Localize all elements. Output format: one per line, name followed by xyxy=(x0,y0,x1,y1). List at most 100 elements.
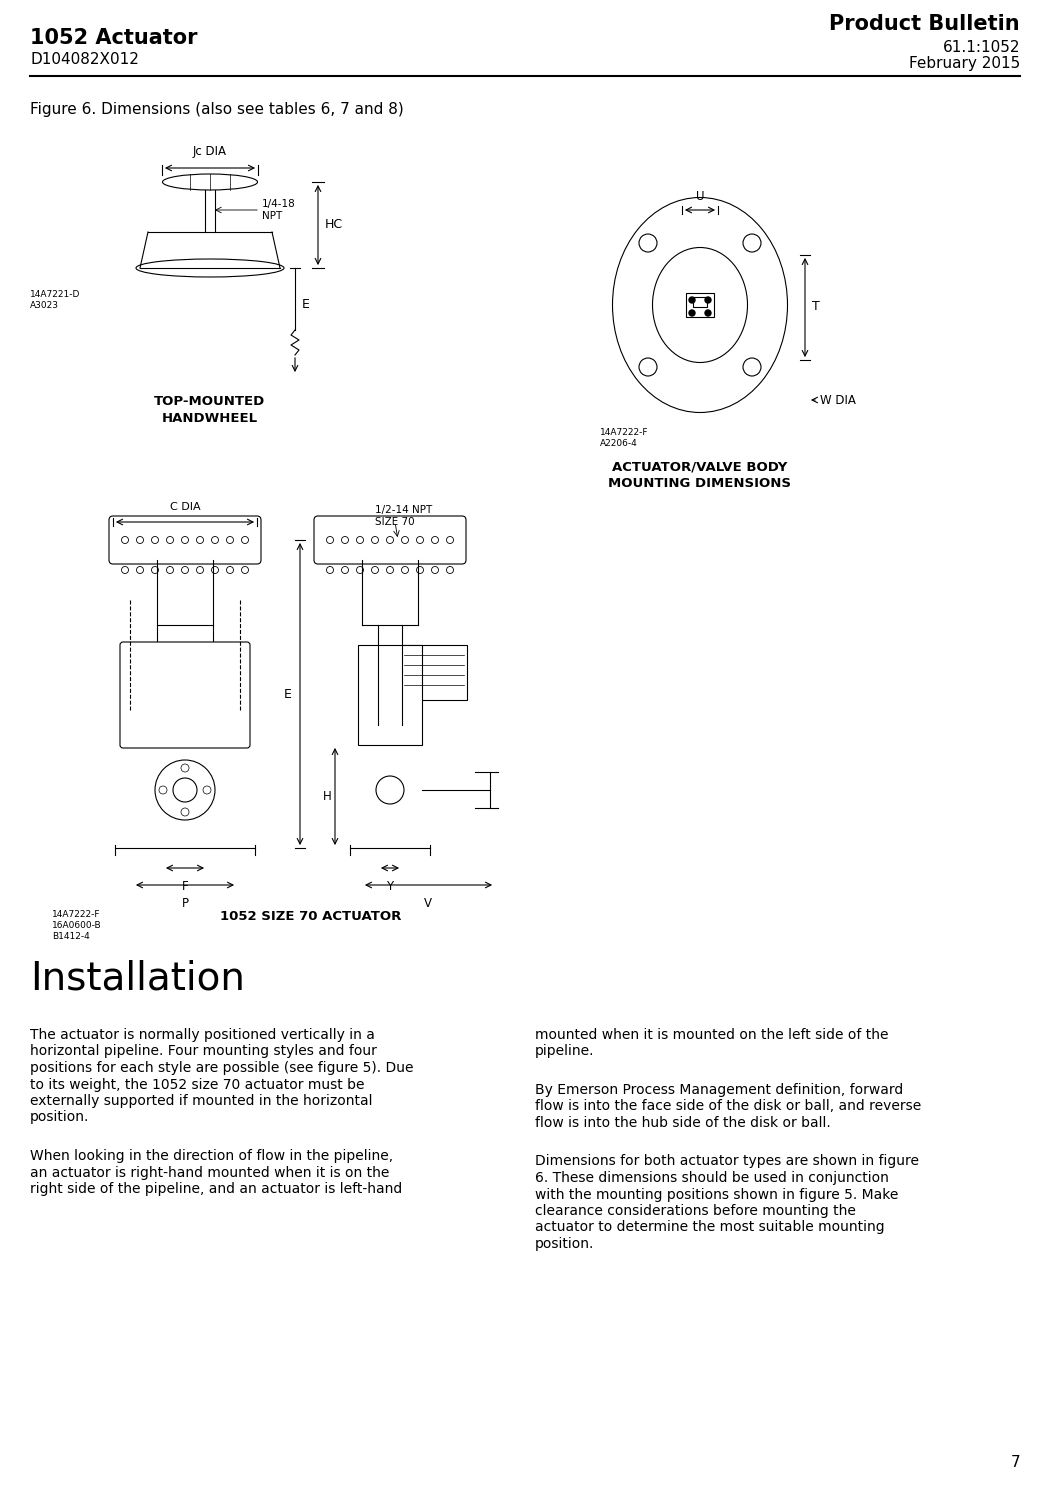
Text: By Emerson Process Management definition, forward: By Emerson Process Management definition… xyxy=(534,1083,903,1097)
Text: Installation: Installation xyxy=(30,961,245,998)
Circle shape xyxy=(155,760,215,819)
Text: clearance considerations before mounting the: clearance considerations before mounting… xyxy=(534,1204,856,1218)
Circle shape xyxy=(327,537,333,544)
Text: 14A7222-F
16A0600-B
B1412-4: 14A7222-F 16A0600-B B1412-4 xyxy=(52,910,102,941)
FancyBboxPatch shape xyxy=(109,516,261,564)
Circle shape xyxy=(122,567,129,574)
Text: Y: Y xyxy=(387,880,394,894)
Text: The actuator is normally positioned vertically in a: The actuator is normally positioned vert… xyxy=(30,1028,375,1042)
Circle shape xyxy=(197,537,203,544)
Text: HC: HC xyxy=(325,219,343,232)
Text: When looking in the direction of flow in the pipeline,: When looking in the direction of flow in… xyxy=(30,1149,393,1163)
Text: position.: position. xyxy=(30,1111,89,1124)
Text: U: U xyxy=(696,190,704,204)
Bar xyxy=(157,625,213,654)
Circle shape xyxy=(639,358,657,376)
Text: mounted when it is mounted on the left side of the: mounted when it is mounted on the left s… xyxy=(534,1028,889,1042)
Text: externally supported if mounted in the horizontal: externally supported if mounted in the h… xyxy=(30,1094,372,1108)
Circle shape xyxy=(173,778,197,801)
FancyBboxPatch shape xyxy=(314,516,466,564)
Circle shape xyxy=(371,567,378,574)
Text: flow is into the hub side of the disk or ball.: flow is into the hub side of the disk or… xyxy=(534,1117,831,1130)
Text: right side of the pipeline, and an actuator is left-hand: right side of the pipeline, and an actua… xyxy=(30,1182,402,1196)
Bar xyxy=(686,293,714,317)
Text: E: E xyxy=(302,297,310,311)
Text: 6. These dimensions should be used in conjunction: 6. These dimensions should be used in co… xyxy=(534,1170,889,1185)
Text: February 2015: February 2015 xyxy=(909,57,1020,71)
Text: E: E xyxy=(284,687,292,700)
Circle shape xyxy=(181,567,189,574)
Text: C DIA: C DIA xyxy=(170,503,200,512)
Circle shape xyxy=(416,567,423,574)
Circle shape xyxy=(401,567,409,574)
Circle shape xyxy=(241,537,248,544)
Text: Dimensions for both actuator types are shown in figure: Dimensions for both actuator types are s… xyxy=(534,1154,919,1169)
Circle shape xyxy=(387,567,393,574)
Circle shape xyxy=(639,233,657,251)
Text: 61.1:1052: 61.1:1052 xyxy=(942,40,1020,55)
Circle shape xyxy=(446,567,454,574)
Bar xyxy=(402,645,467,700)
Text: 1/4-18
NPT: 1/4-18 NPT xyxy=(262,199,296,220)
Text: 7: 7 xyxy=(1010,1454,1020,1471)
Text: T: T xyxy=(812,300,820,314)
Circle shape xyxy=(181,764,189,772)
Text: W DIA: W DIA xyxy=(820,394,856,406)
Text: Jc DIA: Jc DIA xyxy=(193,146,227,158)
Circle shape xyxy=(136,537,144,544)
Circle shape xyxy=(197,567,203,574)
Circle shape xyxy=(371,537,378,544)
Text: 1052 SIZE 70 ACTUATOR: 1052 SIZE 70 ACTUATOR xyxy=(220,910,401,923)
Ellipse shape xyxy=(162,174,258,190)
Text: F: F xyxy=(181,880,189,894)
Circle shape xyxy=(401,537,409,544)
Circle shape xyxy=(327,567,333,574)
Text: actuator to determine the most suitable mounting: actuator to determine the most suitable … xyxy=(534,1221,885,1234)
Circle shape xyxy=(689,297,695,303)
Text: 14A7221-D
A3023: 14A7221-D A3023 xyxy=(30,290,81,311)
Circle shape xyxy=(152,567,158,574)
Text: Product Bulletin: Product Bulletin xyxy=(829,13,1020,34)
Text: V: V xyxy=(424,897,432,910)
Circle shape xyxy=(376,776,403,804)
Text: pipeline.: pipeline. xyxy=(534,1044,594,1059)
Circle shape xyxy=(356,537,364,544)
Text: Figure 6. Dimensions (also see tables 6, 7 and 8): Figure 6. Dimensions (also see tables 6,… xyxy=(30,103,403,117)
Ellipse shape xyxy=(136,259,284,277)
Text: 1052 Actuator: 1052 Actuator xyxy=(30,28,197,48)
Text: with the mounting positions shown in figure 5. Make: with the mounting positions shown in fig… xyxy=(534,1188,898,1201)
Circle shape xyxy=(432,537,438,544)
Text: H: H xyxy=(323,790,332,803)
Circle shape xyxy=(446,537,454,544)
Ellipse shape xyxy=(612,198,787,412)
Circle shape xyxy=(705,297,711,303)
Circle shape xyxy=(743,358,761,376)
Circle shape xyxy=(152,537,158,544)
Text: D104082X012: D104082X012 xyxy=(30,52,139,67)
Circle shape xyxy=(226,567,234,574)
Circle shape xyxy=(387,537,393,544)
Bar xyxy=(693,297,707,306)
Text: positions for each style are possible (see figure 5). Due: positions for each style are possible (s… xyxy=(30,1062,414,1075)
FancyBboxPatch shape xyxy=(121,642,250,748)
Text: 14A7222-F
A2206-4: 14A7222-F A2206-4 xyxy=(601,428,649,448)
Circle shape xyxy=(226,537,234,544)
Circle shape xyxy=(203,787,211,794)
Circle shape xyxy=(212,537,218,544)
Circle shape xyxy=(342,537,349,544)
Circle shape xyxy=(212,567,218,574)
Text: horizontal pipeline. Four mounting styles and four: horizontal pipeline. Four mounting style… xyxy=(30,1044,377,1059)
Circle shape xyxy=(181,807,189,816)
Circle shape xyxy=(167,537,174,544)
Text: ACTUATOR/VALVE BODY
MOUNTING DIMENSIONS: ACTUATOR/VALVE BODY MOUNTING DIMENSIONS xyxy=(609,459,791,491)
Circle shape xyxy=(159,787,167,794)
Text: an actuator is right-hand mounted when it is on the: an actuator is right-hand mounted when i… xyxy=(30,1166,390,1179)
Circle shape xyxy=(342,567,349,574)
Circle shape xyxy=(705,309,711,317)
Circle shape xyxy=(122,537,129,544)
Circle shape xyxy=(416,537,423,544)
Circle shape xyxy=(167,567,174,574)
Circle shape xyxy=(181,537,189,544)
Ellipse shape xyxy=(653,247,747,363)
Text: TOP-MOUNTED
HANDWHEEL: TOP-MOUNTED HANDWHEEL xyxy=(154,396,265,425)
